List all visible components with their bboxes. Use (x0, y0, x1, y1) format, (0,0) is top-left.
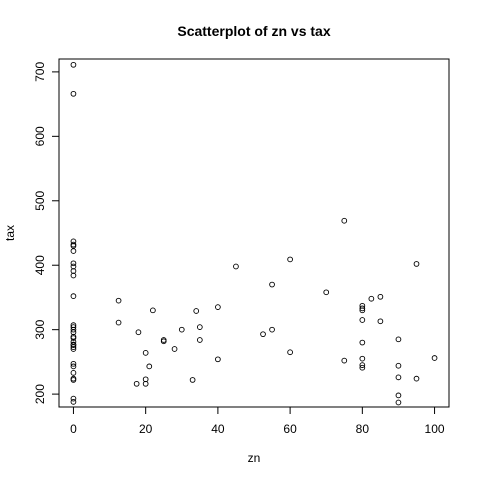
y-axis: 200 300 400 500 600 700 (33, 62, 60, 404)
data-point (70, 272, 77, 279)
data-point (413, 375, 420, 382)
data-point (150, 307, 156, 314)
data-point (196, 324, 203, 330)
data-point (413, 261, 420, 267)
x-tick-label: 0 (70, 422, 77, 436)
data-point (323, 289, 330, 296)
data-point (359, 317, 366, 323)
data-point (359, 362, 366, 368)
data-point (341, 217, 348, 224)
data-point (395, 374, 402, 381)
data-point (146, 363, 153, 370)
data-point (269, 326, 275, 333)
data-point (178, 326, 185, 333)
y-tick-label: 500 (33, 190, 47, 210)
y-axis-label: tax (3, 225, 17, 241)
data-point (70, 395, 77, 402)
data-point (359, 355, 366, 362)
data-point (395, 399, 402, 406)
data-point (377, 318, 384, 325)
data-point (215, 356, 221, 363)
data-point (70, 398, 77, 405)
x-tick-label: 100 (425, 422, 445, 436)
data-point (70, 346, 77, 352)
chart-title: Scatterplot of zn vs tax (177, 23, 330, 39)
data-point (135, 329, 142, 336)
x-axis-label: zn (248, 451, 261, 465)
data-point (395, 392, 402, 399)
x-axis: 0 20 40 60 80 100 (70, 406, 445, 436)
data-point (70, 344, 77, 350)
data-point (215, 304, 221, 310)
data-point (196, 337, 203, 343)
y-tick-label: 200 (33, 384, 47, 404)
data-point (395, 336, 402, 343)
data-point (260, 331, 266, 338)
data-point (70, 260, 77, 267)
plot-frame (58, 58, 450, 408)
data-point (115, 319, 122, 326)
data-point (70, 369, 77, 376)
data-point (359, 307, 366, 314)
y-tick-label: 700 (33, 62, 47, 82)
data-point (377, 293, 384, 300)
data-points (70, 61, 438, 406)
data-point (395, 362, 402, 369)
data-point (359, 339, 366, 346)
data-point (70, 335, 77, 341)
data-point (70, 248, 77, 254)
data-point (341, 357, 348, 364)
data-point (160, 338, 167, 345)
data-point (133, 380, 140, 387)
data-point (189, 377, 196, 383)
data-point (70, 90, 77, 97)
data-point (70, 342, 77, 348)
x-tick-label: 20 (139, 422, 153, 436)
data-point (233, 263, 239, 270)
y-tick-label: 400 (33, 255, 47, 275)
data-point (142, 380, 149, 387)
data-point (171, 346, 178, 352)
y-tick-label: 600 (33, 126, 47, 146)
data-point (70, 377, 77, 383)
data-point (115, 297, 122, 304)
data-point (70, 360, 77, 367)
x-tick-label: 60 (283, 422, 297, 436)
data-point (269, 281, 275, 288)
x-tick-label: 80 (356, 422, 370, 436)
data-point (70, 61, 77, 68)
data-point (70, 326, 77, 333)
x-tick-label: 40 (211, 422, 225, 436)
data-point (368, 295, 375, 302)
data-point (70, 293, 77, 300)
data-point (287, 349, 293, 356)
data-point (359, 364, 366, 371)
data-point (142, 350, 149, 356)
data-point (431, 355, 438, 361)
data-point (193, 308, 200, 314)
data-point (70, 363, 77, 370)
data-point (287, 256, 293, 263)
y-tick-label: 300 (33, 319, 47, 339)
data-point (359, 305, 366, 312)
